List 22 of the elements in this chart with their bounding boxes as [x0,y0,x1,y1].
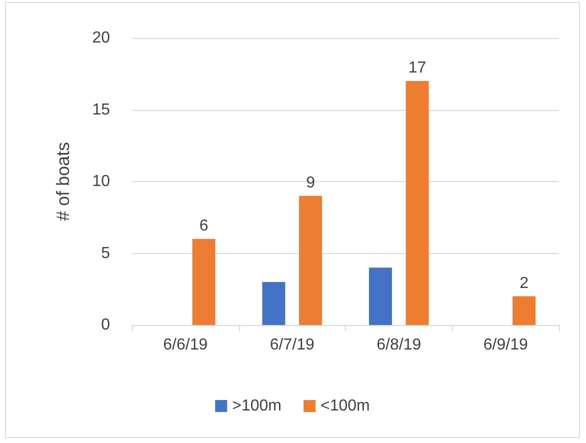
legend-label: <100m [320,398,370,414]
data-label: 6 [199,217,208,234]
data-label: 9 [306,174,316,192]
bar [512,296,536,325]
x-tick-label: 6/7/19 [270,336,314,354]
y-axis-title: # of boats [53,142,73,222]
y-tick-label: 10 [92,173,110,190]
data-label: 17 [408,60,426,77]
y-tick-label: 20 [92,30,110,46]
bar [262,282,286,325]
legend-label: >100m [232,398,282,414]
bar [406,81,429,325]
data-label: 2 [520,274,529,292]
x-tick-label: 6/6/19 [163,336,208,354]
y-tick-label: 0 [101,316,110,334]
x-tick-label: 6/9/19 [483,336,528,354]
bar [368,268,392,325]
y-tick-label: 15 [92,101,110,118]
y-tick-label: 5 [101,244,110,262]
bar [299,196,322,325]
x-tick-label: 6/8/19 [376,336,422,354]
bar [192,238,216,325]
